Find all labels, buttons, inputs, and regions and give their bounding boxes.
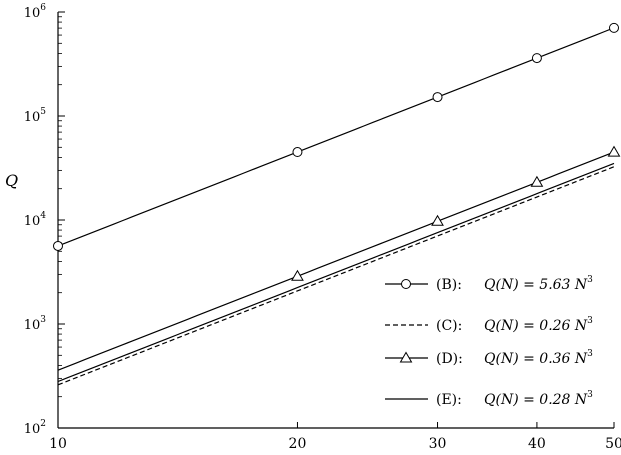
data-point-B: [53, 240, 63, 251]
series-line-E: [57, 162, 615, 383]
y-tick-label: 104: [24, 211, 47, 229]
y-tick-label: 102: [24, 419, 46, 437]
legend-formula-D: Q(N) = 0.36 N3: [484, 349, 593, 367]
data-point-D: [530, 175, 544, 187]
legend: (B): Q(N) = 5.63 N3(C): Q(N) = 0.26 N3(D):…: [385, 275, 593, 408]
marker-layer: [53, 22, 621, 281]
y-tick-exponent: 5: [40, 107, 46, 117]
legend-formula-text: Q(N) = 0.28 N: [484, 392, 588, 408]
x-tick-label: 30: [429, 436, 447, 452]
legend-formula-text: Q(N) = 5.63 N: [484, 277, 588, 293]
series-line-D: [57, 151, 615, 371]
y-tick-exponent: 6: [40, 3, 46, 13]
data-point-B: [531, 53, 542, 64]
y-tick-base: 10: [24, 6, 41, 21]
series-line-C: [57, 166, 615, 386]
legend-label-D: (D):: [436, 351, 463, 367]
y-tick-exponent: 2: [40, 419, 46, 429]
legend-formula-B: Q(N) = 5.63 N3: [484, 275, 593, 293]
series-line-B: [57, 27, 615, 247]
series-layer: [57, 27, 615, 386]
y-tick-label: 103: [24, 315, 47, 333]
data-point-B: [609, 22, 619, 33]
legend-marker-B: [401, 279, 411, 289]
data-point-D: [291, 269, 304, 281]
x-tick-label: 10: [49, 436, 67, 452]
legend-formula-C: Q(N) = 0.26 N3: [484, 316, 593, 334]
y-tick-base: 10: [24, 422, 41, 437]
data-point-B: [432, 92, 443, 103]
y-tick-base: 10: [24, 110, 41, 125]
y-tick-label: 105: [24, 107, 47, 125]
x-tick-label: 50: [605, 436, 621, 452]
y-tick-base: 10: [24, 214, 41, 229]
y-tick-base: 10: [24, 318, 41, 333]
legend-label-E: (E):: [436, 392, 462, 408]
legend-formula-exponent: 3: [587, 390, 593, 400]
legend-formula-exponent: 3: [587, 316, 593, 326]
legend-formula-exponent: 3: [587, 275, 593, 285]
y-tick-exponent: 3: [40, 315, 46, 325]
legend-label-C: (C):: [436, 318, 462, 334]
legend-formula-exponent: 3: [587, 349, 593, 359]
legend-formula-text: Q(N) = 0.26 N: [484, 318, 588, 334]
y-tick-label: 106: [24, 3, 47, 21]
legend-formula-text: Q(N) = 0.36 N: [484, 351, 588, 367]
data-point-D: [431, 214, 444, 226]
y-tick-exponent: 4: [40, 211, 46, 221]
x-tick-label: 40: [528, 436, 546, 452]
y-axis-label: Q: [5, 171, 18, 190]
x-tick-label: 20: [289, 436, 307, 452]
legend-marker-D: [399, 351, 413, 363]
legend-formula-E: Q(N) = 0.28 N3: [484, 390, 593, 408]
data-point-B: [292, 147, 303, 158]
legend-label-B: (B):: [436, 277, 462, 293]
data-point-D: [607, 145, 621, 157]
